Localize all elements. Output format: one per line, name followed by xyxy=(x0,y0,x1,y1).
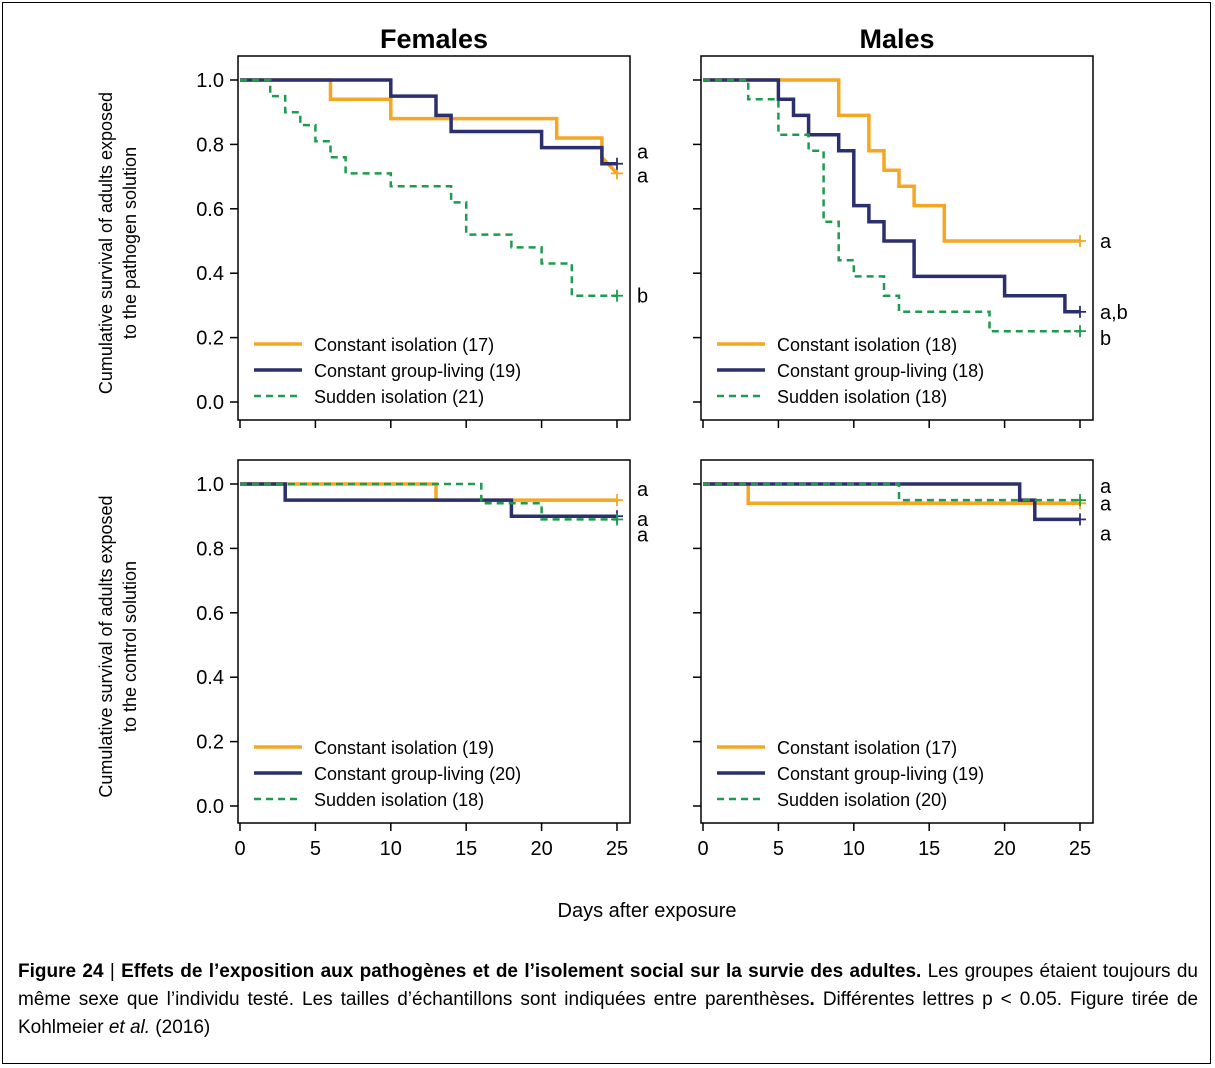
caption-title: Effets de l’exposition aux pathogènes et… xyxy=(121,961,922,982)
legend-label: Sudden isolation (20) xyxy=(777,790,947,810)
x-tick-label: 5 xyxy=(310,838,321,860)
series-line-2 xyxy=(240,78,617,297)
y-tick-label: 1.0 xyxy=(196,70,224,92)
series-line-1 xyxy=(703,78,1080,314)
x-tick-label: 20 xyxy=(993,838,1015,860)
plot-frame xyxy=(700,55,1094,421)
significance-letter: a xyxy=(637,509,649,531)
significance-letter: b xyxy=(1100,328,1111,350)
survival-figure: Females 0.0 0.2 0.4 0.6 0.8 1.0 Cumulative surv… xyxy=(96,24,1128,922)
significance-letter: a,b xyxy=(1100,302,1128,324)
y-tick-label: 0.0 xyxy=(196,796,224,818)
y-tick-label: 0.8 xyxy=(196,538,224,560)
x-tick-label: 10 xyxy=(380,838,402,860)
x-tick-label: 20 xyxy=(530,838,552,860)
y-tick-label: 1.0 xyxy=(196,474,224,496)
y-tick-label: 0.2 xyxy=(196,328,224,350)
y-tick-label: 0.2 xyxy=(196,732,224,754)
survival-panel-2: 0.0 0.2 0.4 0.6 0.8 1.0 0 5 10 15 20 25 Cumulative s… xyxy=(96,459,649,860)
legend-label: Constant group-living (19) xyxy=(314,361,521,381)
significance-letter: a xyxy=(637,165,649,187)
caption-separator: | xyxy=(103,961,122,982)
significance-letter: a xyxy=(1100,231,1112,253)
significance-letter: a xyxy=(1100,523,1112,545)
caption-period: . xyxy=(809,989,815,1010)
series-line-0 xyxy=(240,482,617,502)
panel-title: Females xyxy=(380,24,488,54)
legend-label: Sudden isolation (18) xyxy=(777,387,947,407)
series-line-1 xyxy=(240,78,617,166)
y-tick-label: 0.8 xyxy=(196,134,224,156)
significance-letter: a xyxy=(637,142,649,164)
survival-panel-1: Males a a,b b Constant isolation (18) Constan… xyxy=(693,24,1128,428)
x-tick-label: 10 xyxy=(843,838,865,860)
significance-letter: b xyxy=(637,286,648,308)
x-tick-label: 15 xyxy=(455,838,477,860)
survival-panel-0: Females 0.0 0.2 0.4 0.6 0.8 1.0 Cumulative surv… xyxy=(96,24,649,428)
y-axis-label: Cumulative survival of adults exposed to … xyxy=(96,92,140,394)
legend-label: Sudden isolation (21) xyxy=(314,387,484,407)
y-axis-label: Cumulative survival of adults exposed to … xyxy=(96,495,140,797)
series-line-2 xyxy=(703,482,1080,502)
significance-letter: a xyxy=(637,524,649,546)
legend-label: Constant group-living (18) xyxy=(777,361,984,381)
caption-body-1: Les groupes étaient toujours du même sex… xyxy=(18,961,1198,1010)
legend-label: Constant isolation (17) xyxy=(314,335,494,355)
series-line-0 xyxy=(703,78,1080,243)
series-line-2 xyxy=(703,78,1080,333)
plot-frame xyxy=(700,459,1094,824)
x-tick-label: 25 xyxy=(1069,838,1091,860)
legend-label: Constant group-living (20) xyxy=(314,764,521,784)
x-axis-label: Days after exposure xyxy=(558,900,737,922)
significance-letter: a xyxy=(1100,493,1112,515)
y-tick-label: 0.6 xyxy=(196,199,224,221)
legend-label: Constant group-living (19) xyxy=(777,764,984,784)
x-tick-label: 0 xyxy=(697,838,708,860)
legend-label: Constant isolation (17) xyxy=(777,738,957,758)
y-tick-label: 0.4 xyxy=(196,263,224,285)
caption-body-3: (2016) xyxy=(150,1017,211,1038)
y-tick-label: 0.6 xyxy=(196,603,224,625)
plot-frame xyxy=(237,459,631,824)
legend-label: Constant isolation (18) xyxy=(777,335,957,355)
significance-letter: a xyxy=(637,479,649,501)
significance-letter: a xyxy=(1100,476,1112,498)
caption-label: Figure 24 xyxy=(18,961,104,982)
caption-etal: et al. xyxy=(108,1017,151,1038)
x-tick-label: 0 xyxy=(234,838,245,860)
x-tick-label: 5 xyxy=(773,838,784,860)
legend-label: Sudden isolation (18) xyxy=(314,790,484,810)
x-tick-label: 25 xyxy=(606,838,628,860)
x-tick-label: 15 xyxy=(918,838,940,860)
figure-caption: Figure 24 | Effets de l’exposition aux p… xyxy=(18,958,1198,1042)
legend-label: Constant isolation (19) xyxy=(314,738,494,758)
caption-body-2: Différentes lettres p < 0.05. Figure tir… xyxy=(18,989,1199,1038)
y-tick-label: 0.0 xyxy=(196,392,224,414)
series-line-2 xyxy=(240,482,617,521)
y-tick-label: 0.4 xyxy=(196,667,224,689)
plot-frame xyxy=(237,55,631,421)
series-line-0 xyxy=(240,78,619,175)
panel-title: Males xyxy=(859,24,934,54)
